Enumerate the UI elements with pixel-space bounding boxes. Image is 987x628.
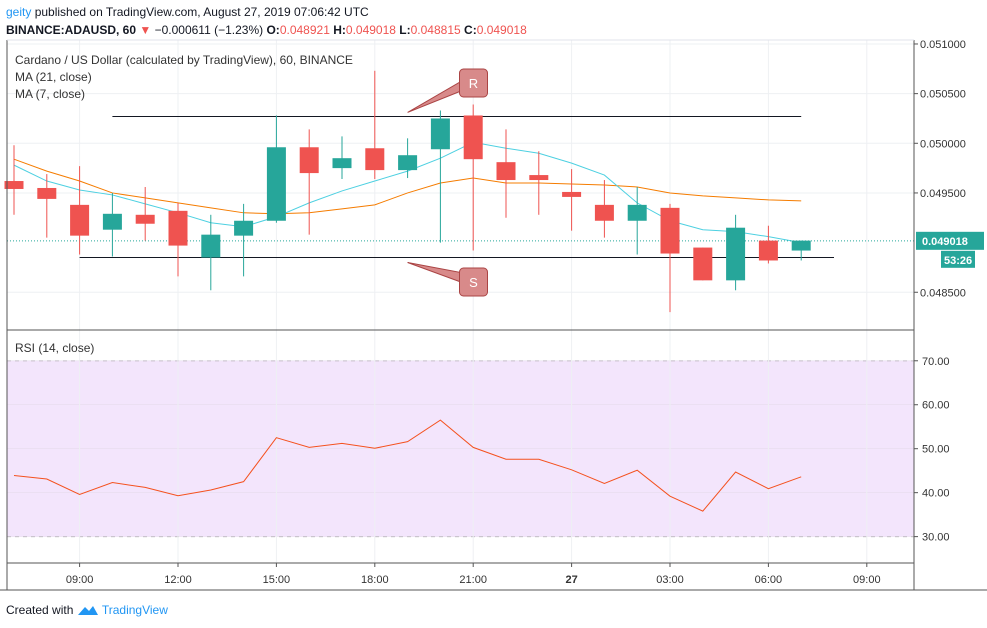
price-tick-label: 0.050000 (920, 138, 966, 150)
candle-down (168, 210, 188, 246)
candle-down (37, 187, 57, 199)
price-tick-label: 0.048500 (920, 287, 966, 299)
symbol-ohlc-bar: BINANCE:ADAUSD, 60 ▼ −0.000611 (−1.23%) … (6, 23, 527, 37)
chart-title: Cardano / US Dollar (calculated by Tradi… (15, 53, 353, 67)
candle-up (332, 158, 352, 169)
price-tick-label: 0.049500 (920, 188, 966, 200)
created-with-text: Created with (6, 603, 74, 617)
time-tick-label: 06:00 (755, 574, 783, 586)
rsi-tick-label: 50.00 (922, 444, 950, 456)
price-tag-box (916, 231, 984, 250)
price-tag: 0.049018 53:26 (916, 231, 984, 268)
price-tick-label: 0.050500 (920, 89, 966, 101)
candle-down (693, 247, 713, 281)
rsi-tick-label: 30.00 (922, 532, 950, 544)
change-value: −0.000611 (−1.23%) (154, 23, 264, 37)
candle-up (234, 220, 254, 236)
low-label: L: (399, 23, 411, 37)
time-tick-label: 15:00 (263, 574, 291, 586)
r-callout-box (459, 68, 488, 98)
rsi-line (13, 419, 802, 512)
author-name[interactable]: geity (6, 5, 32, 19)
candle-down (758, 240, 778, 261)
publish-info: geity published on TradingView.com, Augu… (6, 5, 369, 19)
close-value: 0.049018 (476, 23, 527, 37)
tradingview-logo-icon (77, 606, 98, 615)
ma21-legend: MA (21, close) (15, 70, 92, 84)
candle-up (266, 147, 286, 221)
time-tick-label: 09:00 (853, 574, 881, 586)
s-callout-box (459, 267, 488, 297)
rsi-tick-label: 40.00 (922, 488, 950, 500)
time-tick-label: 21:00 (459, 574, 487, 586)
candle-up (398, 155, 418, 171)
r-callout-label: R (469, 76, 478, 91)
rsi-pane (7, 360, 914, 538)
countdown-box (941, 250, 975, 268)
rsi-legend: RSI (14, close) (15, 341, 95, 355)
candles (4, 70, 811, 313)
axes: 0.051000 0.050500 0.050000 0.049500 0.048500… (0, 39, 987, 591)
rsi-tick-label: 70.00 (922, 356, 950, 368)
countdown-text: 53:26 (944, 255, 972, 267)
publish-text: published on TradingView.com, August 27,… (34, 5, 369, 19)
candle-up (627, 204, 647, 221)
candle-down (299, 147, 319, 174)
candle-down (463, 115, 483, 160)
candle-down (365, 148, 385, 171)
candle-up (201, 234, 221, 258)
rsi-line-group (13, 419, 802, 512)
footer: Created with TradingView (6, 603, 168, 617)
time-tick-label: 18:00 (361, 574, 389, 586)
candle-up (726, 227, 746, 281)
time-tick-label: 03:00 (656, 574, 684, 586)
time-tick-label: 12:00 (164, 574, 192, 586)
rsi-tick-label: 60.00 (922, 400, 950, 412)
price-tag-text: 0.049018 (922, 236, 968, 248)
down-arrow-icon: ▼ (139, 23, 152, 37)
s-callout-label: S (469, 275, 478, 290)
high-label: H: (333, 23, 346, 37)
candle-down (70, 204, 90, 236)
candle-up (791, 240, 811, 251)
candle-down (496, 162, 516, 181)
candle-down (529, 175, 549, 181)
candle-down (135, 214, 155, 224)
low-value: 0.048815 (410, 23, 461, 37)
candle-down (4, 181, 24, 189)
price-tick-label: 0.051000 (920, 39, 966, 51)
candle-down (594, 204, 614, 221)
callouts: RS (407, 68, 488, 297)
open-value: 0.048921 (279, 23, 330, 37)
candle-up (102, 213, 122, 230)
close-label: C: (464, 23, 477, 37)
time-tick-label: 09:00 (66, 574, 94, 586)
open-label: O: (266, 23, 280, 37)
candle-up (430, 118, 450, 150)
candle-down (562, 191, 582, 197)
time-tick-label: 27 (565, 574, 577, 586)
symbol-label: BINANCE:ADAUSD, 60 (6, 23, 137, 37)
ma7-legend: MA (7, close) (15, 87, 86, 101)
candle-down (660, 207, 680, 254)
tradingview-brand[interactable]: TradingView (101, 603, 168, 617)
high-value: 0.049018 (345, 23, 396, 37)
